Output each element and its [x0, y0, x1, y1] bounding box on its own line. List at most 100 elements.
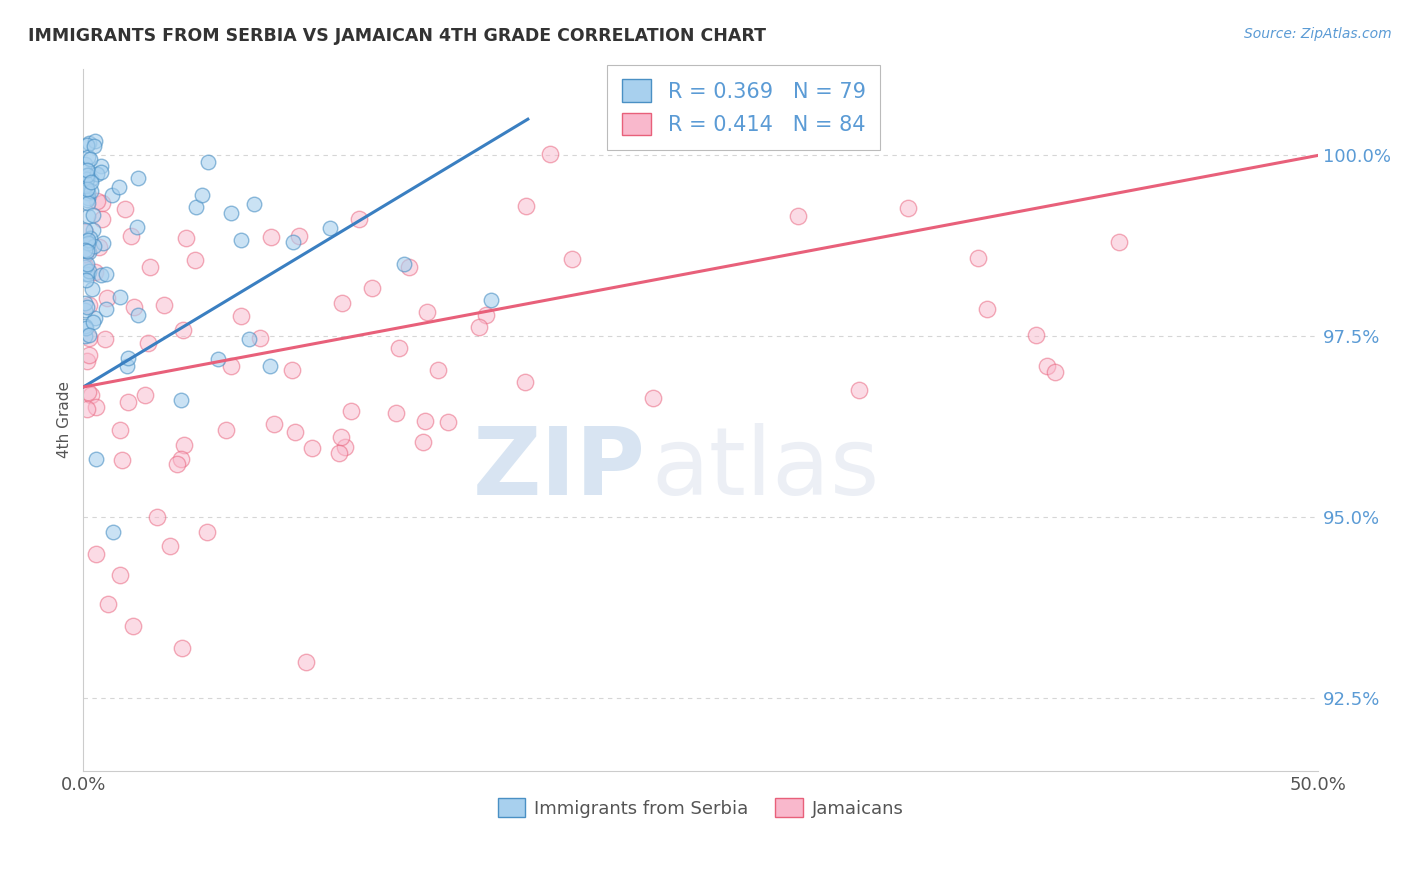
Point: [330, 429, 353, 443]
Point: [967, 251, 990, 265]
Point: [77, 348, 100, 362]
Point: [848, 383, 870, 397]
Point: [84, 452, 107, 467]
Point: [319, 220, 342, 235]
Point: [90, 164, 112, 178]
Point: [120, 229, 142, 244]
Point: [82, 223, 104, 237]
Point: [100, 188, 122, 202]
Point: [87, 239, 110, 253]
Point: [127, 219, 149, 234]
Point: [197, 154, 219, 169]
Point: [86, 194, 108, 209]
Point: [73, 157, 96, 171]
Point: [77, 235, 100, 250]
Point: [73, 225, 96, 239]
Point: [76, 182, 98, 196]
Point: [127, 308, 149, 322]
Point: [108, 290, 131, 304]
Point: [101, 524, 124, 539]
Point: [79, 152, 101, 166]
Point: [184, 200, 207, 214]
Point: [77, 245, 100, 260]
Point: [349, 211, 371, 226]
Point: [77, 136, 100, 150]
Point: [283, 235, 305, 250]
Point: [73, 243, 96, 257]
Point: [97, 597, 120, 611]
Point: [139, 260, 162, 275]
Point: [249, 331, 271, 345]
Point: [195, 524, 218, 539]
Point: [398, 260, 420, 274]
Point: [475, 308, 498, 322]
Point: [221, 206, 243, 220]
Point: [76, 162, 98, 177]
Point: [259, 359, 281, 373]
Point: [90, 268, 112, 283]
Point: [77, 168, 100, 182]
Point: [897, 202, 920, 216]
Point: [73, 179, 96, 194]
Point: [412, 435, 434, 450]
Point: [328, 446, 350, 460]
Point: [127, 171, 149, 186]
Point: [77, 263, 100, 277]
Point: [215, 423, 238, 437]
Point: [80, 282, 103, 296]
Point: [76, 244, 98, 259]
Point: [136, 335, 159, 350]
Point: [83, 265, 105, 279]
Point: [80, 175, 103, 189]
Point: [73, 223, 96, 237]
Point: [76, 354, 98, 368]
Point: [294, 655, 316, 669]
Point: [260, 230, 283, 244]
Point: [75, 321, 97, 335]
Text: IMMIGRANTS FROM SERBIA VS JAMAICAN 4TH GRADE CORRELATION CHART: IMMIGRANTS FROM SERBIA VS JAMAICAN 4TH G…: [28, 27, 766, 45]
Text: ZIP: ZIP: [472, 423, 645, 515]
Point: [76, 401, 98, 416]
Point: [90, 211, 112, 226]
Text: Source: ZipAtlas.com: Source: ZipAtlas.com: [1244, 27, 1392, 41]
Point: [80, 184, 103, 198]
Point: [413, 414, 436, 428]
Point: [77, 327, 100, 342]
Point: [76, 171, 98, 186]
Point: [207, 351, 229, 366]
Point: [79, 231, 101, 245]
Point: [361, 281, 384, 295]
Point: [173, 438, 195, 452]
Point: [110, 568, 132, 582]
Point: [229, 233, 252, 247]
Point: [94, 332, 117, 346]
Point: [388, 341, 411, 355]
Point: [479, 293, 502, 308]
Point: [339, 404, 361, 418]
Point: [561, 252, 583, 266]
Point: [90, 195, 112, 210]
Point: [76, 300, 98, 314]
Point: [75, 234, 97, 248]
Point: [114, 202, 136, 217]
Point: [191, 187, 214, 202]
Point: [263, 417, 285, 432]
Point: [243, 197, 266, 211]
Point: [284, 425, 307, 439]
Point: [76, 257, 98, 271]
Text: atlas: atlas: [651, 423, 880, 515]
Point: [75, 260, 97, 274]
Point: [73, 259, 96, 273]
Point: [174, 231, 197, 245]
Point: [84, 134, 107, 148]
Point: [73, 318, 96, 333]
Point: [76, 168, 98, 182]
Point: [146, 510, 169, 524]
Point: [83, 139, 105, 153]
Point: [75, 302, 97, 317]
Point: [86, 167, 108, 181]
Point: [172, 323, 194, 337]
Point: [76, 186, 98, 200]
Point: [75, 267, 97, 281]
Point: [83, 310, 105, 325]
